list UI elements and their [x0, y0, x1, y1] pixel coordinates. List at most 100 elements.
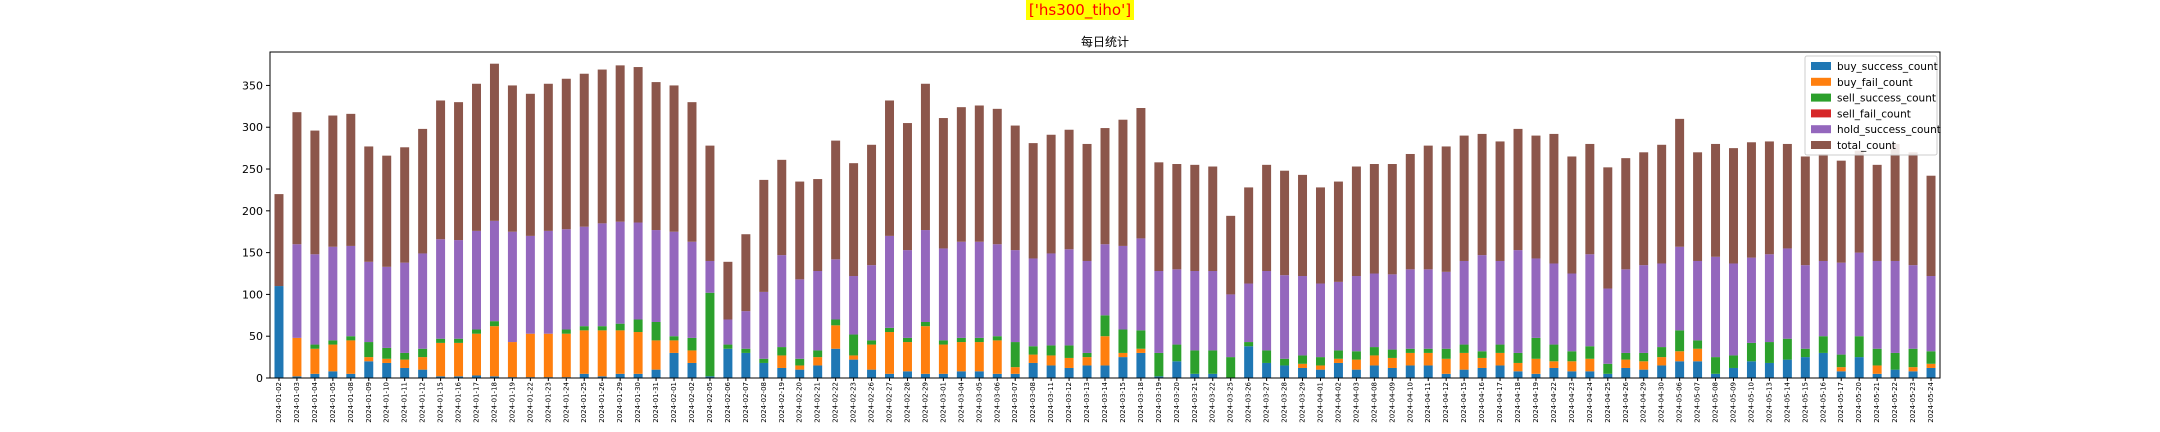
bar-buy_fail_count-76 [1639, 361, 1649, 370]
bar-total_count-19 [615, 65, 625, 222]
bar-buy_fail_count-13 [507, 342, 517, 378]
bar-hold_success_count-86 [1818, 260, 1828, 337]
bar-buy_success_count-48 [1136, 352, 1146, 378]
bar-buy_fail_count-92 [1926, 363, 1936, 368]
bar-buy_success_count-90 [1890, 369, 1900, 378]
bar-buy_fail_count-72 [1567, 361, 1577, 372]
bar-sell_success_count-79 [1693, 340, 1703, 349]
bar-hold_success_count-70 [1531, 258, 1541, 338]
bar-total_count-39 [974, 105, 984, 242]
bar-sell_success_count-6 [382, 347, 392, 359]
bar-hold_success_count-69 [1513, 250, 1523, 353]
x-tick-label: 2024-01-11 [401, 382, 409, 423]
bar-buy_success_count-64 [1423, 365, 1433, 378]
x-tick-label: 2024-05-20 [1855, 382, 1863, 423]
bar-hold_success_count-22 [669, 231, 679, 337]
bar-hold_success_count-47 [1118, 245, 1128, 330]
x-tick-label: 2024-03-27 [1263, 382, 1271, 423]
bar-buy_success_count-58 [1315, 369, 1325, 378]
bar-total_count-14 [525, 93, 535, 236]
bar-total_count-83 [1764, 141, 1774, 255]
bar-hold_success_count-4 [346, 245, 356, 337]
bar-total_count-9 [436, 100, 446, 240]
bar-buy_fail_count-30 [813, 357, 823, 366]
bar-buy_success_count-79 [1693, 361, 1703, 378]
bar-hold_success_count-18 [597, 223, 607, 327]
bar-hold_success_count-78 [1675, 246, 1685, 331]
x-tick-label: 2024-03-14 [1101, 381, 1109, 422]
bar-buy_success_count-17 [579, 373, 589, 378]
bar-total_count-8 [418, 128, 428, 254]
bar-buy_fail_count-48 [1136, 348, 1146, 353]
x-tick-label: 2024-05-17 [1837, 382, 1845, 423]
bar-buy_success_count-50 [1172, 361, 1182, 378]
x-tick-label: 2024-01-02 [275, 382, 283, 423]
x-tick-label: 2024-04-24 [1586, 381, 1594, 422]
legend-label-total_count: total_count [1837, 140, 1896, 152]
bar-total_count-15 [543, 83, 553, 231]
bar-buy_fail_count-79 [1693, 348, 1703, 362]
x-tick-label: 2024-03-22 [1209, 382, 1217, 423]
bar-buy_fail_count-62 [1387, 357, 1397, 368]
bar-sell_success_count-38 [956, 337, 966, 343]
bar-hold_success_count-79 [1693, 260, 1703, 341]
bar-sell_success_count-19 [615, 323, 625, 331]
bars-group [274, 63, 1936, 378]
bar-hold_success_count-54 [1244, 283, 1254, 343]
bar-sell_success_count-57 [1298, 355, 1308, 364]
legend-swatch-total_count [1811, 141, 1831, 149]
bar-hold_success_count-17 [579, 226, 589, 327]
bar-hold_success_count-73 [1585, 254, 1595, 347]
bar-buy_fail_count-41 [1010, 367, 1020, 374]
bar-sell_success_count-48 [1136, 330, 1146, 349]
bar-sell_success_count-89 [1872, 348, 1882, 366]
x-tick-label: 2024-02-27 [886, 382, 894, 423]
bar-total_count-68 [1495, 141, 1505, 261]
bar-sell_success_count-21 [651, 321, 661, 341]
bar-buy_fail_count-39 [974, 342, 984, 372]
bar-buy_success_count-3 [328, 371, 338, 378]
bar-sell_success_count-75 [1621, 352, 1631, 360]
bar-sell_success_count-86 [1818, 336, 1828, 353]
bar-sell_success_count-70 [1531, 337, 1541, 359]
bar-total_count-57 [1298, 174, 1308, 277]
bar-sell_success_count-55 [1262, 350, 1272, 363]
bar-hold_success_count-88 [1854, 252, 1864, 337]
bar-buy_success_count-59 [1333, 362, 1343, 378]
bar-sell_success_count-71 [1549, 344, 1559, 362]
bar-total_count-2 [310, 130, 320, 255]
bar-buy_fail_count-37 [938, 344, 948, 374]
bar-buy_success_count-74 [1603, 373, 1613, 378]
bar-hold_success_count-63 [1405, 269, 1415, 349]
bar-hold_success_count-8 [418, 253, 428, 349]
bar-buy_fail_count-18 [597, 330, 607, 377]
bar-total_count-4 [346, 113, 356, 246]
bar-total_count-59 [1333, 181, 1343, 282]
bar-total_count-17 [579, 73, 589, 227]
bar-sell_success_count-63 [1405, 348, 1415, 353]
bar-buy_fail_count-14 [525, 333, 535, 378]
bar-buy_success_count-80 [1711, 373, 1721, 378]
y-tick-label: 100 [242, 288, 263, 301]
bar-buy_success_count-68 [1495, 365, 1505, 378]
bar-buy_fail_count-23 [687, 350, 697, 363]
bar-total_count-47 [1118, 119, 1128, 246]
bar-sell_success_count-58 [1315, 357, 1325, 366]
x-tick-label: 2024-02-21 [814, 382, 822, 423]
bar-total_count-28 [777, 159, 787, 256]
bar-buy_success_count-75 [1621, 367, 1631, 378]
bar-hold_success_count-91 [1908, 265, 1918, 349]
bar-buy_success_count-33 [867, 369, 877, 378]
bar-sell_success_count-92 [1926, 351, 1936, 364]
x-tick-label: 2024-03-29 [1299, 382, 1307, 423]
x-tick-label: 2024-03-15 [1119, 382, 1127, 423]
y-axis: 0 50 100 150 200 250 300 350 [242, 79, 270, 385]
bar-total_count-30 [813, 179, 823, 272]
bar-buy_success_count-67 [1477, 367, 1487, 378]
bar-total_count-13 [507, 85, 517, 232]
bar-buy_success_count-31 [831, 348, 841, 378]
bar-sell_success_count-49 [1154, 352, 1164, 377]
bar-buy_success_count-35 [902, 371, 912, 378]
bar-buy_success_count-39 [974, 371, 984, 378]
bar-hold_success_count-41 [1010, 250, 1020, 343]
